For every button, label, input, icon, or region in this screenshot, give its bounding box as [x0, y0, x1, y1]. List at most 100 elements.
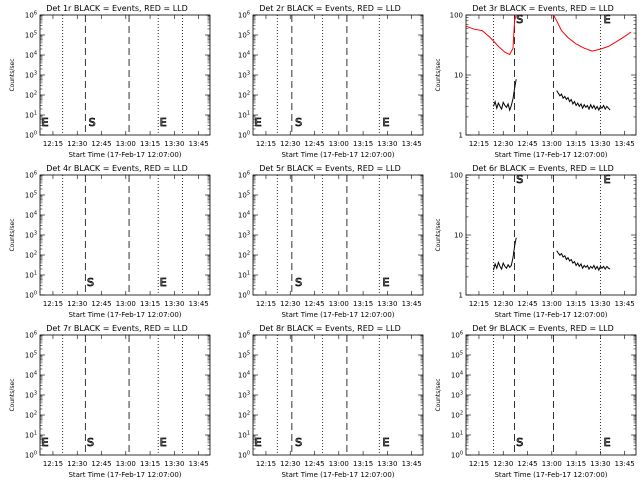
- panel-2: Det 2r BLACK = Events, RED = LLD Start Ti…: [238, 4, 424, 159]
- panel-3: Det 3r BLACK = Events, RED = LLD Start Ti…: [435, 4, 637, 159]
- start-marker-letter: S: [516, 173, 523, 186]
- y-axis-label: Counts/sec: [435, 58, 442, 91]
- x-tick-label: 13:15: [140, 140, 160, 148]
- x-axis-label: Start Time (17-Feb-17 12:07:00): [68, 151, 181, 159]
- end-marker-letter: E: [160, 436, 167, 449]
- y-tick-label: 101: [238, 111, 250, 120]
- x-tick-label: 13:45: [189, 300, 209, 308]
- plot-frame: [39, 174, 211, 296]
- y-tick-label: 102: [238, 411, 250, 420]
- y-axis-label: Counts/sec: [9, 58, 16, 91]
- panel-5: Det 5r BLACK = Events, RED = LLD Start Ti…: [238, 164, 424, 319]
- y-tick-label: 105: [25, 351, 37, 360]
- plot-frame: [252, 14, 424, 136]
- y-tick-label: 102: [25, 411, 37, 420]
- y-tick-label: 100: [451, 451, 463, 460]
- start-marker-letter: S: [87, 436, 94, 449]
- y-tick-label: 106: [238, 11, 250, 20]
- panel-title: Det 9r BLACK = Events, RED = LLD: [472, 324, 614, 333]
- y-tick-label: 100: [450, 172, 463, 180]
- y-tick-label: 106: [451, 331, 463, 340]
- x-tick-label: 13:15: [566, 300, 586, 308]
- x-tick-label: 12:15: [469, 460, 489, 468]
- x-tick-label: 12:30: [67, 300, 87, 308]
- end-marker-letter: E: [383, 276, 390, 289]
- y-tick-label: 103: [238, 231, 250, 240]
- y-tick-label: 101: [25, 111, 37, 120]
- x-tick-label: 12:45: [517, 460, 537, 468]
- x-tick-label: 13:15: [140, 300, 160, 308]
- y-tick-label: 100: [450, 12, 463, 20]
- panel-title: Det 8r BLACK = Events, RED = LLD: [259, 324, 401, 333]
- end-marker-letter: E: [42, 116, 49, 129]
- events-series-line: [493, 79, 611, 112]
- x-axis-label: Start Time (17-Feb-17 12:07:00): [494, 471, 607, 479]
- x-tick-label: 12:15: [43, 300, 63, 308]
- x-tick-label: 12:30: [67, 140, 87, 148]
- y-tick-label: 104: [25, 51, 37, 60]
- start-marker-letter: S: [89, 116, 96, 129]
- events-series-line: [493, 237, 611, 272]
- x-tick-label: 13:00: [542, 460, 562, 468]
- y-tick-label: 106: [238, 331, 250, 340]
- end-marker-letter: E: [604, 13, 611, 26]
- y-tick-label: 106: [238, 171, 250, 180]
- y-tick-label: 102: [25, 251, 37, 260]
- y-axis-label: Counts/sec: [9, 218, 16, 251]
- y-tick-label: 102: [238, 91, 250, 100]
- x-tick-label: 12:30: [280, 300, 300, 308]
- end-marker-letter: E: [604, 173, 611, 186]
- x-tick-label: 13:00: [116, 460, 136, 468]
- x-tick-label: 13:45: [189, 140, 209, 148]
- x-tick-label: 13:00: [329, 140, 349, 148]
- y-tick-label: 105: [238, 351, 250, 360]
- y-tick-label: 104: [25, 371, 37, 380]
- plot-frame: [252, 174, 424, 296]
- x-tick-label: 12:15: [469, 300, 489, 308]
- end-marker-letter: E: [255, 116, 262, 129]
- y-tick-label: 106: [25, 331, 37, 340]
- y-tick-label: 100: [238, 131, 250, 140]
- x-tick-label: 12:30: [493, 300, 513, 308]
- y-tick-label: 103: [451, 391, 463, 400]
- x-tick-label: 13:00: [542, 300, 562, 308]
- panel-title: Det 6r BLACK = Events, RED = LLD: [472, 164, 614, 173]
- y-axis-label: Counts/sec: [435, 378, 442, 411]
- plot-frame: [465, 14, 637, 136]
- y-tick-label: 104: [25, 211, 37, 220]
- x-tick-label: 12:45: [304, 140, 324, 148]
- y-tick-label: 104: [238, 211, 250, 220]
- x-tick-label: 13:45: [189, 460, 209, 468]
- panel-title: Det 2r BLACK = Events, RED = LLD: [259, 4, 401, 13]
- panel-7: Det 7r BLACK = Events, RED = LLD Start Ti…: [9, 324, 211, 479]
- x-tick-label: 12:15: [469, 140, 489, 148]
- y-tick-label: 102: [238, 251, 250, 260]
- y-tick-label: 105: [25, 31, 37, 40]
- end-marker-letter: E: [383, 116, 390, 129]
- start-marker-letter: S: [87, 276, 94, 289]
- y-tick-label: 103: [238, 391, 250, 400]
- y-tick-label: 101: [25, 271, 37, 280]
- x-tick-label: 13:45: [402, 140, 422, 148]
- x-tick-label: 12:45: [304, 460, 324, 468]
- x-axis-label: Start Time (17-Feb-17 12:07:00): [281, 151, 394, 159]
- x-tick-label: 13:15: [566, 140, 586, 148]
- y-tick-label: 105: [238, 31, 250, 40]
- x-tick-label: 13:15: [566, 460, 586, 468]
- x-tick-label: 13:30: [590, 460, 610, 468]
- x-tick-label: 12:30: [67, 460, 87, 468]
- x-tick-label: 12:15: [256, 460, 276, 468]
- end-marker-letter: E: [604, 436, 611, 449]
- y-tick-label: 100: [25, 451, 37, 460]
- x-tick-label: 13:15: [353, 140, 373, 148]
- y-tick-label: 10: [454, 232, 463, 240]
- x-tick-label: 13:30: [164, 300, 184, 308]
- start-marker-letter: S: [516, 13, 523, 26]
- x-tick-label: 13:30: [164, 460, 184, 468]
- y-tick-label: 106: [25, 11, 37, 20]
- y-tick-label: 102: [25, 91, 37, 100]
- y-tick-label: 1: [459, 132, 463, 140]
- x-tick-label: 12:15: [43, 460, 63, 468]
- lld-series-line: [465, 14, 632, 56]
- x-tick-label: 12:45: [91, 460, 111, 468]
